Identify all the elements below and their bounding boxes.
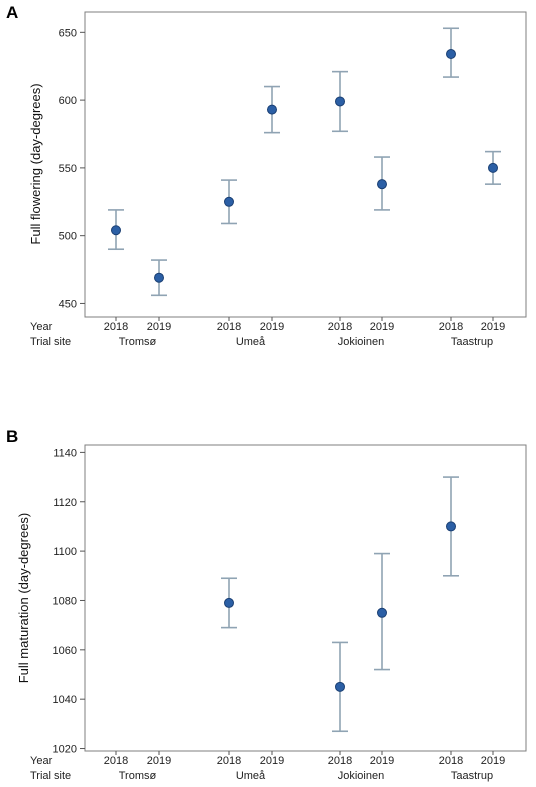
y-tick-label: 1020: [53, 744, 77, 756]
x-year-label: 2018: [104, 321, 128, 333]
y-tick-label: 1080: [53, 595, 77, 607]
x-site-label: Jokioinen: [338, 770, 384, 782]
x-year-label: 2018: [439, 321, 463, 333]
panel-b-year-row-label: Year: [30, 755, 53, 767]
panel-b-letter: B: [6, 427, 18, 446]
x-site-label: Umeå: [236, 336, 266, 348]
panel-a-site-row-label: Trial site: [30, 336, 71, 348]
data-point: [335, 681, 345, 692]
x-year-label: 2018: [104, 755, 128, 767]
data-point: [224, 196, 234, 207]
data-point: [224, 597, 234, 608]
y-tick-label: 550: [59, 163, 77, 175]
y-tick-label: 500: [59, 231, 77, 243]
panel-a-letter: A: [6, 3, 18, 22]
x-site-label: Umeå: [236, 770, 266, 782]
y-tick-label: 450: [59, 298, 77, 310]
x-year-label: 2018: [328, 321, 352, 333]
y-tick-label: 1040: [53, 694, 77, 706]
panel-a-y-axis: 450 500 550 600 650: [59, 27, 85, 310]
data-point: [267, 104, 277, 115]
panel-a-y-label: Full flowering (day-degrees): [28, 83, 43, 244]
data-point: [111, 225, 121, 236]
x-year-label: 2018: [217, 755, 241, 767]
x-year-label: 2018: [439, 755, 463, 767]
y-tick-label: 1060: [53, 645, 77, 657]
panel-b: B 1020 1040 1060 1080 1100 1120 1140 2018 2019 T…: [6, 427, 527, 782]
x-site-label: Taastrup: [451, 770, 493, 782]
x-year-label: 2019: [260, 321, 284, 333]
y-tick-label: 650: [59, 27, 77, 39]
y-tick-label: 1100: [53, 546, 77, 558]
x-year-label: 2019: [147, 755, 171, 767]
data-point: [335, 96, 345, 107]
panel-b-site-row-label: Trial site: [30, 770, 71, 782]
x-year-label: 2019: [147, 321, 171, 333]
panel-b-plot-frame: [84, 444, 527, 752]
y-tick-label: 600: [59, 95, 77, 107]
panel-a-year-row-label: Year: [30, 321, 53, 333]
x-year-label: 2018: [328, 755, 352, 767]
x-year-label: 2019: [260, 755, 284, 767]
panel-a-x-axis: 2018 2019 Tromsø 2018 2019 Umeå 2018 2019 Jokioi…: [104, 317, 505, 348]
panel-b-x-axis: 2018 2019 Tromsø 2018 2019 Umeå 2018 2019 Jokioi…: [104, 751, 505, 782]
panel-a-marks: [108, 27, 501, 297]
x-site-label: Jokioinen: [338, 336, 384, 348]
y-tick-label: 1120: [53, 497, 77, 509]
x-site-label: Tromsø: [119, 336, 157, 348]
x-site-label: Tromsø: [119, 770, 157, 782]
data-point: [377, 179, 387, 190]
data-point: [488, 162, 498, 173]
x-year-label: 2019: [370, 755, 394, 767]
panel-b-y-label: Full maturation (day-degrees): [16, 513, 31, 684]
panel-a: A 450 500 550 600 650 2018 2019 Tromsø 2018 2019…: [6, 3, 527, 348]
panel-b-y-axis: 1020 1040 1060 1080 1100 1120 1140: [53, 447, 85, 756]
y-tick-label: 1140: [53, 447, 77, 459]
panel-a-plot-frame: [84, 11, 527, 318]
data-point: [377, 607, 387, 618]
x-year-label: 2019: [481, 755, 505, 767]
panel-b-marks: [221, 476, 459, 733]
x-site-label: Taastrup: [451, 336, 493, 348]
x-year-label: 2019: [370, 321, 394, 333]
x-year-label: 2018: [217, 321, 241, 333]
data-point: [446, 521, 456, 532]
data-point: [154, 272, 164, 283]
x-year-label: 2019: [481, 321, 505, 333]
data-point: [446, 49, 456, 60]
